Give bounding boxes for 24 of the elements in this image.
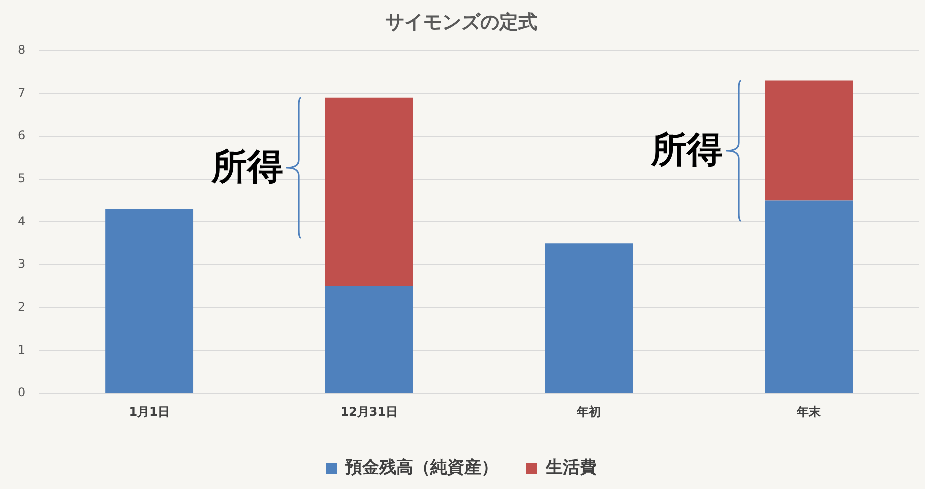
- bar: [325, 98, 414, 286]
- x-tick-label: 12月31日: [340, 404, 398, 419]
- bar: [106, 209, 194, 394]
- y-tick-label: 7: [18, 86, 26, 100]
- bar: [545, 244, 634, 394]
- bar: [765, 200, 854, 394]
- y-tick-label: 6: [18, 128, 26, 143]
- y-tick-label: 8: [18, 42, 26, 57]
- bar: [765, 80, 854, 201]
- y-tick-label: 3: [18, 257, 26, 272]
- y-tick-label: 1: [18, 342, 26, 357]
- y-tick-label: 2: [18, 300, 26, 314]
- legend-label: 生活費: [545, 458, 597, 478]
- legend-label: 預金残高（純資産）: [344, 458, 498, 478]
- annotation: 所得: [211, 146, 284, 190]
- chart-title: サイモンズの定式: [386, 11, 538, 34]
- y-tick-label: 0: [18, 386, 26, 400]
- bar: [325, 286, 414, 394]
- x-tick-label: 1月1日: [129, 404, 170, 419]
- annotation: 所得: [651, 128, 724, 173]
- y-tick-label: 4: [18, 214, 26, 228]
- x-tick-label: 年末: [796, 404, 822, 419]
- x-tick-label: 年初: [576, 404, 602, 419]
- y-tick-label: 5: [18, 171, 26, 186]
